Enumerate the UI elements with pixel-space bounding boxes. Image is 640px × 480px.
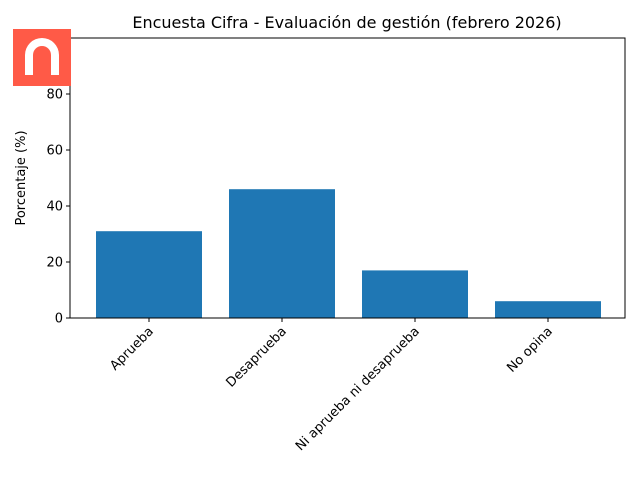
y-tick-label: 80 xyxy=(46,88,63,103)
arch-logo-glyph xyxy=(25,38,59,75)
x-tick-label: Desaprueba xyxy=(223,324,289,390)
y-axis-label: Porcentaje (%) xyxy=(14,130,29,225)
x-ticks-group: Aprueba Desaprueba Ni aprueba ni desaprueb… xyxy=(107,318,556,454)
chart-title: Encuesta Cifra - Evaluación de gestión (… xyxy=(132,13,561,32)
bar-1 xyxy=(229,189,335,318)
bar-3 xyxy=(495,301,601,318)
bars-group xyxy=(96,189,601,318)
x-tick-label: No opina xyxy=(504,324,556,376)
y-tick-label: 0 xyxy=(55,312,63,327)
bar-2 xyxy=(362,270,468,318)
y-ticks-group: 0 20 40 60 80 xyxy=(46,88,70,327)
arch-logo-icon xyxy=(13,29,71,86)
y-tick-label: 60 xyxy=(46,144,63,159)
y-tick-label: 40 xyxy=(46,200,63,215)
x-tick-label: Aprueba xyxy=(107,324,156,373)
x-tick-label: Ni aprueba ni desaprueba xyxy=(293,324,423,454)
y-tick-label: 20 xyxy=(46,256,63,271)
bar-0 xyxy=(96,231,202,318)
plot-frame xyxy=(69,37,626,319)
